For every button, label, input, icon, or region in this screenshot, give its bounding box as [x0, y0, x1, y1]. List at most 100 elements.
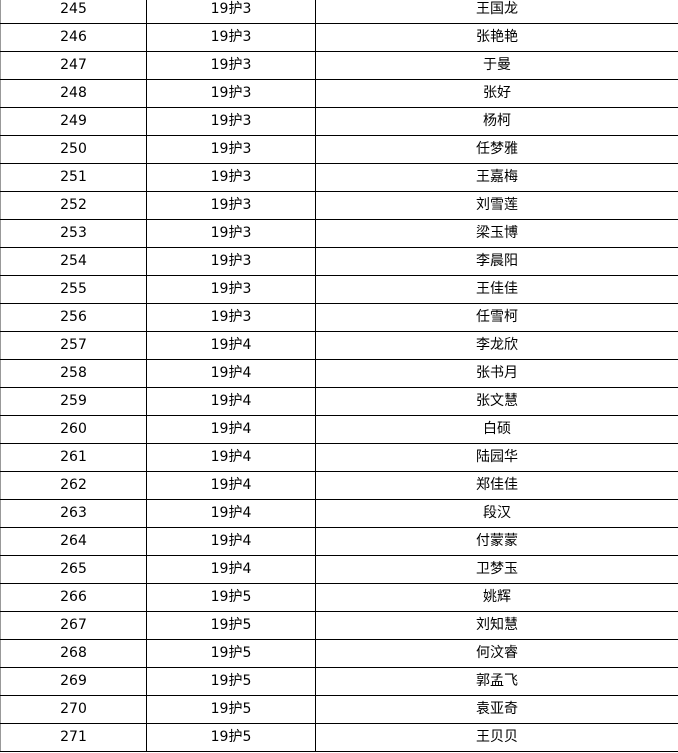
row-number: 252: [0, 191, 147, 220]
name-cell: 卫梦玉: [315, 555, 678, 584]
class-cell: 19护4: [146, 443, 316, 472]
table-row: 254 19护3 李晨阳: [0, 247, 678, 276]
row-number: 270: [0, 695, 147, 724]
table-row: 247 19护3 于曼: [0, 51, 678, 80]
name-cell: 李晨阳: [315, 247, 678, 276]
table-row: 268 19护5 何汶睿: [0, 639, 678, 668]
table-row: 248 19护3 张好: [0, 79, 678, 108]
name-cell: 白硕: [315, 415, 678, 444]
row-number: 248: [0, 79, 147, 108]
row-number: 258: [0, 359, 147, 388]
row-number: 257: [0, 331, 147, 360]
table-row: 271 19护5 王贝贝: [0, 723, 678, 752]
table-row: 262 19护4 郑佳佳: [0, 471, 678, 500]
table-row: 259 19护4 张文慧: [0, 387, 678, 416]
name-cell: 郭孟飞: [315, 667, 678, 696]
name-cell: 刘知慧: [315, 611, 678, 640]
name-cell: 杨柯: [315, 107, 678, 136]
class-cell: 19护3: [146, 23, 316, 52]
row-number: 268: [0, 639, 147, 668]
name-cell: 任雪柯: [315, 303, 678, 332]
table-row: 257 19护4 李龙欣: [0, 331, 678, 360]
table-row: 266 19护5 姚辉: [0, 583, 678, 612]
row-number: 259: [0, 387, 147, 416]
name-cell: 任梦雅: [315, 135, 678, 164]
name-cell: 张书月: [315, 359, 678, 388]
class-cell: 19护5: [146, 695, 316, 724]
table-row: 264 19护4 付蒙蒙: [0, 527, 678, 556]
class-cell: 19护5: [146, 639, 316, 668]
class-cell: 19护3: [146, 247, 316, 276]
name-cell: 王佳佳: [315, 275, 678, 304]
class-cell: 19护3: [146, 51, 316, 80]
table-row: 253 19护3 梁玉博: [0, 219, 678, 248]
table-row: 267 19护5 刘知慧: [0, 611, 678, 640]
class-cell: 19护5: [146, 667, 316, 696]
class-cell: 19护4: [146, 331, 316, 360]
class-cell: 19护3: [146, 303, 316, 332]
class-cell: 19护4: [146, 499, 316, 528]
row-number: 264: [0, 527, 147, 556]
row-number: 247: [0, 51, 147, 80]
table-row: 250 19护3 任梦雅: [0, 135, 678, 164]
class-cell: 19护3: [146, 107, 316, 136]
table-row: 251 19护3 王嘉梅: [0, 163, 678, 192]
class-cell: 19护4: [146, 359, 316, 388]
name-cell: 王贝贝: [315, 723, 678, 752]
row-number: 260: [0, 415, 147, 444]
name-cell: 刘雪莲: [315, 191, 678, 220]
table-row: 269 19护5 郭孟飞: [0, 667, 678, 696]
table-row: 263 19护4 段汉: [0, 499, 678, 528]
class-cell: 19护3: [146, 191, 316, 220]
class-cell: 19护4: [146, 415, 316, 444]
table-row: 246 19护3 张艳艳: [0, 23, 678, 52]
name-cell: 王嘉梅: [315, 163, 678, 192]
class-cell: 19护3: [146, 0, 316, 24]
row-number: 262: [0, 471, 147, 500]
class-cell: 19护3: [146, 163, 316, 192]
row-number: 253: [0, 219, 147, 248]
table-row: 255 19护3 王佳佳: [0, 275, 678, 304]
name-cell: 段汉: [315, 499, 678, 528]
name-cell: 王国龙: [315, 0, 678, 24]
class-cell: 19护5: [146, 611, 316, 640]
name-cell: 张好: [315, 79, 678, 108]
row-number: 250: [0, 135, 147, 164]
class-cell: 19护3: [146, 275, 316, 304]
row-number: 246: [0, 23, 147, 52]
class-cell: 19护4: [146, 387, 316, 416]
row-number: 256: [0, 303, 147, 332]
table-row: 252 19护3 刘雪莲: [0, 191, 678, 220]
name-cell: 陆园华: [315, 443, 678, 472]
row-number: 265: [0, 555, 147, 584]
row-number: 266: [0, 583, 147, 612]
class-cell: 19护3: [146, 219, 316, 248]
name-cell: 袁亚奇: [315, 695, 678, 724]
row-number: 261: [0, 443, 147, 472]
class-cell: 19护3: [146, 79, 316, 108]
table-row: 270 19护5 袁亚奇: [0, 695, 678, 724]
table-row: 256 19护3 任雪柯: [0, 303, 678, 332]
row-number: 269: [0, 667, 147, 696]
class-cell: 19护5: [146, 723, 316, 752]
class-cell: 19护4: [146, 555, 316, 584]
row-number: 251: [0, 163, 147, 192]
row-number: 249: [0, 107, 147, 136]
table-row: 258 19护4 张书月: [0, 359, 678, 388]
row-number: 263: [0, 499, 147, 528]
name-cell: 郑佳佳: [315, 471, 678, 500]
class-cell: 19护3: [146, 135, 316, 164]
class-cell: 19护5: [146, 583, 316, 612]
name-cell: 付蒙蒙: [315, 527, 678, 556]
row-number: 255: [0, 275, 147, 304]
table-row: 261 19护4 陆园华: [0, 443, 678, 472]
name-cell: 何汶睿: [315, 639, 678, 668]
row-number: 267: [0, 611, 147, 640]
name-cell: 于曼: [315, 51, 678, 80]
class-cell: 19护4: [146, 471, 316, 500]
table-row: 265 19护4 卫梦玉: [0, 555, 678, 584]
row-number: 245: [0, 0, 147, 24]
class-cell: 19护4: [146, 527, 316, 556]
table-row: 245 19护3 王国龙: [0, 0, 678, 24]
